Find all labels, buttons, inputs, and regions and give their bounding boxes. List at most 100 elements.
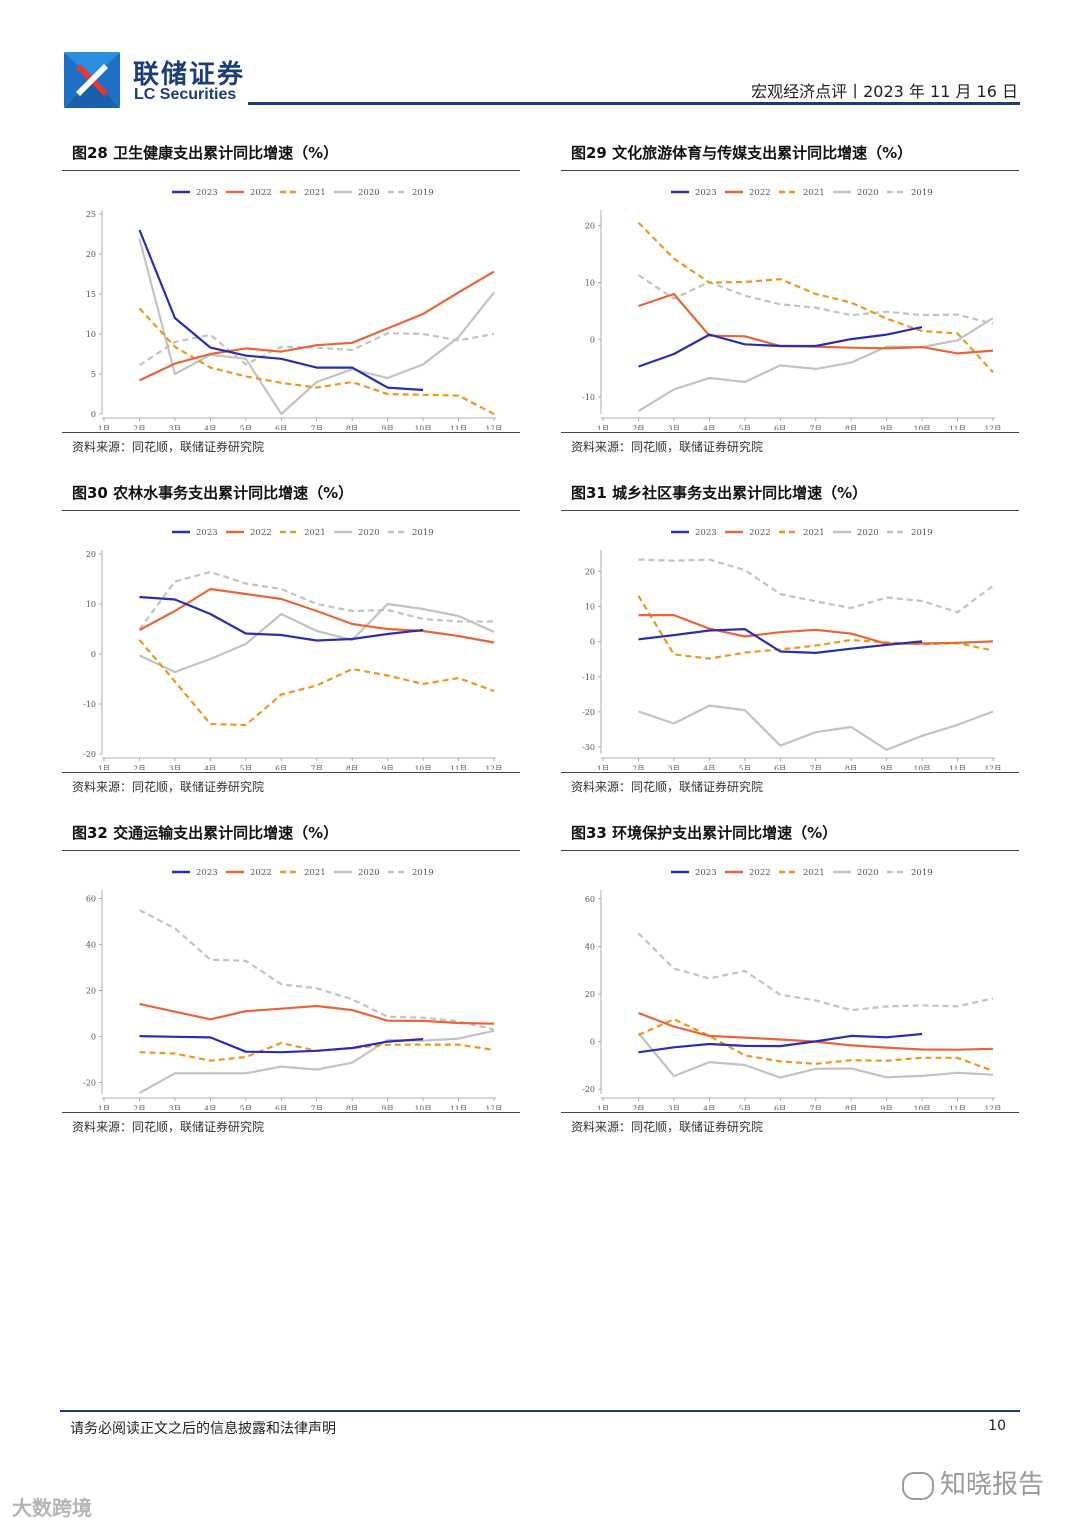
series-line-2019: [138, 332, 495, 367]
x-tick-label: 7月: [810, 424, 822, 430]
y-tick-label: 60: [86, 895, 96, 904]
x-tick-label: 12月: [485, 764, 502, 770]
x-tick-label: 2月: [133, 424, 145, 430]
legend-label-2022: 2022: [250, 528, 272, 538]
legend-label-2022: 2022: [749, 188, 771, 198]
series-line-2019: [637, 932, 994, 1012]
series-line-2023: [638, 1032, 923, 1054]
y-tick-label: -10: [83, 700, 96, 709]
y-tick-label: 0: [590, 638, 595, 647]
series-line-2019: [138, 909, 495, 1031]
y-tick-label: 25: [86, 210, 96, 219]
figure-bottom-rule: [62, 772, 520, 773]
x-tick-label: 1月: [98, 1104, 110, 1110]
watermark-right-text: 知晓报告: [939, 1470, 1044, 1500]
figure-bottom-rule: [62, 432, 520, 433]
x-tick-label: 9月: [880, 764, 892, 770]
y-tick-label: -20: [582, 708, 595, 717]
figure-bottom-rule: [561, 432, 1019, 433]
figure-bottom-rule: [561, 772, 1019, 773]
x-tick-label: 1月: [98, 424, 110, 430]
y-tick-label: 0: [91, 1033, 96, 1042]
y-tick-label: 10: [86, 330, 96, 339]
series-line-2023: [139, 595, 424, 642]
series-line-2020: [138, 1029, 495, 1094]
x-tick-label: 4月: [204, 764, 216, 770]
source-note: 资料来源：同花顺，联储证券研究院: [571, 1120, 764, 1134]
legend-label-2020: 2020: [857, 188, 879, 198]
legend-label-2022: 2022: [250, 868, 272, 878]
x-tick-label: 2月: [133, 1104, 145, 1110]
x-tick-label: 12月: [984, 1104, 1001, 1110]
legend-label-2021: 2021: [304, 188, 326, 198]
x-tick-label: 3月: [169, 1104, 181, 1110]
x-tick-label: 10月: [914, 424, 931, 430]
page-number: 10: [988, 1418, 1006, 1434]
line-chart: 2023 2022 2021 2020 2019 -20 0 20 40 60 1月 2月 3月 4月 5月…: [582, 868, 1001, 1110]
line-chart: 2023 2022 2021 2020 2019 -20 0 20 40 60 1月 2月 3月 4月 5月…: [83, 868, 502, 1110]
x-tick-label: 12月: [984, 424, 1001, 430]
x-tick-label: 1月: [98, 764, 110, 770]
footer-divider: [60, 1410, 1020, 1412]
y-tick-label: 40: [86, 941, 96, 950]
series-line-2020: [637, 317, 994, 413]
legend-label-2021: 2021: [304, 868, 326, 878]
legend-label-2023: 2023: [196, 868, 218, 878]
x-tick-label: 6月: [774, 1104, 786, 1110]
x-tick-label: 2月: [133, 764, 145, 770]
x-tick-label: 3月: [169, 424, 181, 430]
y-tick-label: 20: [585, 990, 595, 999]
figure-title: 图33 环境保护支出累计同比增速（%）: [571, 824, 838, 842]
x-tick-label: 4月: [703, 764, 715, 770]
wechat-icon: [901, 1471, 934, 1500]
watermark-right: 知晓报告: [901, 1464, 1044, 1501]
y-tick-label: 20: [86, 250, 96, 259]
legend-label-2020: 2020: [358, 188, 380, 198]
figure-top-rule: [62, 170, 520, 171]
y-tick-label: -30: [582, 743, 595, 752]
x-tick-label: 6月: [774, 424, 786, 430]
legend-label-2019: 2019: [911, 868, 933, 878]
x-tick-label: 9月: [381, 1104, 393, 1110]
x-tick-label: 8月: [845, 764, 857, 770]
y-tick-label: 60: [585, 895, 595, 904]
x-tick-label: 9月: [381, 424, 393, 430]
report-info: 宏观经济点评丨2023 年 11 月 16 日: [751, 82, 1018, 101]
y-tick-label: 20: [585, 568, 595, 577]
legend-label-2019: 2019: [412, 528, 434, 538]
figure-title: 图28 卫生健康支出累计同比增速（%）: [72, 144, 339, 162]
x-tick-label: 9月: [880, 1104, 892, 1110]
company-name-cn: 联储证券: [133, 60, 246, 90]
figure-top-rule: [62, 510, 520, 511]
legend-label-2020: 2020: [857, 868, 879, 878]
x-tick-label: 6月: [275, 764, 287, 770]
series-line-2021: [138, 307, 495, 415]
legend-label-2021: 2021: [803, 528, 825, 538]
legend-label-2022: 2022: [749, 868, 771, 878]
y-tick-label: 10: [585, 279, 595, 288]
x-tick-label: 8月: [346, 424, 358, 430]
figure-bottom-rule: [561, 1112, 1019, 1113]
x-tick-label: 12月: [984, 764, 1001, 770]
x-tick-label: 9月: [880, 424, 892, 430]
x-tick-label: 11月: [450, 764, 467, 770]
y-tick-label: 20: [585, 221, 595, 230]
x-tick-label: 10月: [415, 1104, 432, 1110]
legend-label-2020: 2020: [358, 868, 380, 878]
x-tick-label: 10月: [415, 764, 432, 770]
series-line-2021: [138, 639, 495, 727]
series-line-2020: [139, 602, 495, 674]
source-note: 资料来源：同花顺，联储证券研究院: [72, 1120, 265, 1134]
x-tick-label: 7月: [810, 1104, 822, 1110]
legend-label-2023: 2023: [196, 528, 218, 538]
x-tick-label: 11月: [949, 764, 966, 770]
x-tick-label: 3月: [668, 424, 680, 430]
line-chart: 2023 2022 2021 2020 2019 -20 -10 0 10 20 1月 2月 3月 4月 5…: [83, 528, 502, 770]
x-tick-label: 12月: [485, 424, 502, 430]
y-tick-label: 10: [585, 603, 595, 612]
source-note: 资料来源：同花顺，联储证券研究院: [571, 780, 764, 794]
x-tick-label: 5月: [240, 764, 252, 770]
source-note: 资料来源：同花顺，联储证券研究院: [571, 440, 764, 454]
x-tick-label: 8月: [845, 424, 857, 430]
figure-title: 图29 文化旅游体育与传媒支出累计同比增速（%）: [571, 144, 913, 162]
